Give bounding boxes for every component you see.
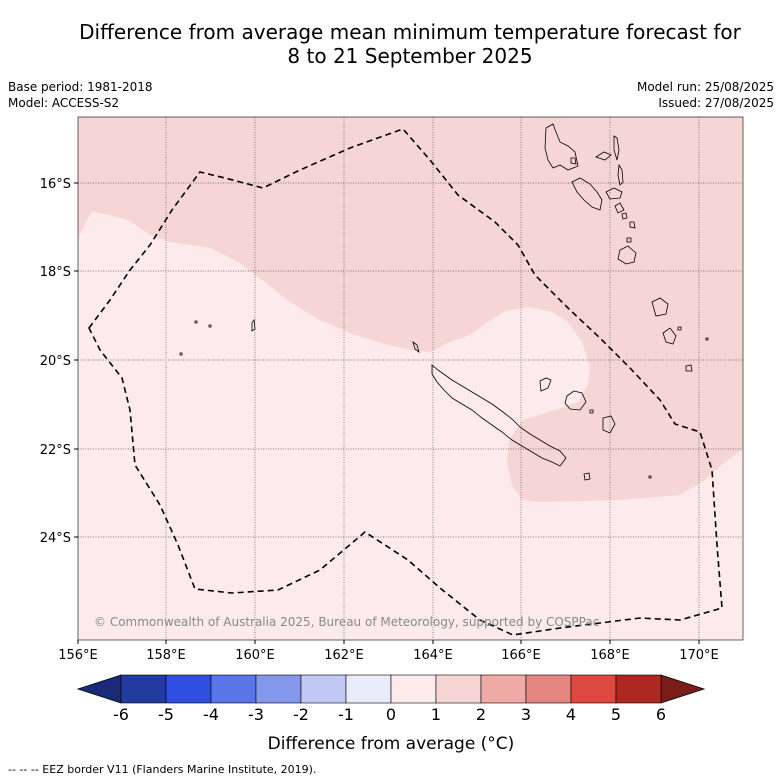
colorbar-tick-label: 2 [476,705,486,724]
eez-border [88,128,723,636]
island-aniwa [705,337,709,341]
map-copyright: © Commonwealth of Australia 2025, Bureau… [94,615,599,629]
island-emae [626,237,632,243]
lat-label-18s: 18°S [40,265,71,280]
colorbar-label: Difference from average (°C) [268,734,515,754]
metadata-right: Model run: 25/08/2025 Issued: 27/08/2025 [637,79,774,111]
reef-small-2 [208,324,212,328]
map-area: © Commonwealth of Australia 2025, Bureau… [78,117,743,640]
colorbar-cell [390,674,437,704]
island-ouvea [539,377,552,392]
colorbar-tick-label: 1 [431,705,441,724]
lon-label-156e: 156°E [58,648,98,663]
colorbar-cell [570,674,617,704]
colorbar-over-arrow [660,674,706,704]
colorbar-cell [300,674,347,704]
island-grande-terre [431,364,567,467]
island-ambae [595,151,612,161]
island-aneityum [685,364,693,372]
colorbar-under-arrow [76,674,122,704]
colorbar-cell [210,674,257,704]
island-espiritu-santo [544,123,579,171]
colorbar-cell [120,674,167,704]
colorbar-tick-label: 4 [566,705,576,724]
island-maewo [613,135,620,161]
island-malo [570,157,577,165]
colorbar-tick-label: -1 [338,705,354,724]
lat-label-24s: 24°S [40,531,71,546]
colorbar-tick-label: 0 [386,705,396,724]
base-period: Base period: 1981-2018 [8,80,153,94]
lat-label-22s: 22°S [40,443,71,458]
island-epi [614,202,625,214]
colorbar-cell [480,674,527,704]
colorbar-tick-label: -3 [248,705,264,724]
island-tanna [662,327,677,345]
axis-ticks [74,182,700,644]
island-efate [617,245,637,265]
island-isle-of-pines [583,472,591,481]
colorbar-tick-label: 3 [521,705,531,724]
region-1-to-2-north [78,117,743,502]
eez-legend-footer: -- -- -- EEZ border V11 (Flanders Marine… [8,763,317,776]
island-belep [412,340,420,354]
colorbar-tick-label: 5 [611,705,621,724]
reef-small-1 [194,320,198,324]
lon-label-168e: 168°E [590,648,630,663]
metadata-left: Base period: 1981-2018 Model: ACCESS-S2 [8,79,153,111]
colorbar: -6 -5 -4 -3 -2 -1 0 1 2 3 4 5 6 [76,674,706,724]
island-lifou [564,390,587,411]
lon-label-164e: 164°E [413,648,453,663]
colorbar-tick-label: -2 [293,705,309,724]
island-malakula [571,177,603,211]
colorbar-tick-label: -6 [113,705,129,724]
island-ambrym [605,187,623,200]
reef-chesterfield [251,318,256,332]
colorbar-cell [165,674,212,704]
island-pentecost [617,163,624,186]
colorbar-cell [525,674,572,704]
island-walpole [648,475,652,479]
colorbar-cell [615,674,662,704]
lat-label-20s: 20°S [40,354,71,369]
island-tiga [589,409,594,414]
lon-label-160e: 160°E [235,648,275,663]
colorbar-cell [435,674,482,704]
lon-label-158e: 158°E [146,648,186,663]
island-shepherd-1 [621,212,628,220]
issued-date: Issued: 27/08/2025 [658,96,774,110]
island-erromango [651,297,669,317]
lon-label-166e: 166°E [501,648,541,663]
lat-label-16s: 16°S [40,177,71,192]
graticule [78,117,743,640]
map-frame [77,116,744,641]
colorbar-tick-label: 6 [656,705,666,724]
island-shepherd-2 [629,221,636,229]
model-name: Model: ACCESS-S2 [8,96,120,110]
reef-small-3 [179,352,183,356]
colorbar-cell [255,674,302,704]
island-mare [602,415,616,434]
model-run: Model run: 25/08/2025 [636,80,774,94]
colorbar-cell [345,674,392,704]
island-futuna [677,326,682,331]
colorbar-tick-label: -4 [203,705,219,724]
chart-title-line1: Difference from average mean minimum tem… [79,20,741,44]
colorbar-tick-label: -5 [158,705,174,724]
chart-title-line2: 8 to 21 September 2025 [287,44,533,68]
lon-label-162e: 162°E [324,648,364,663]
lon-label-170e: 170°E [679,648,719,663]
